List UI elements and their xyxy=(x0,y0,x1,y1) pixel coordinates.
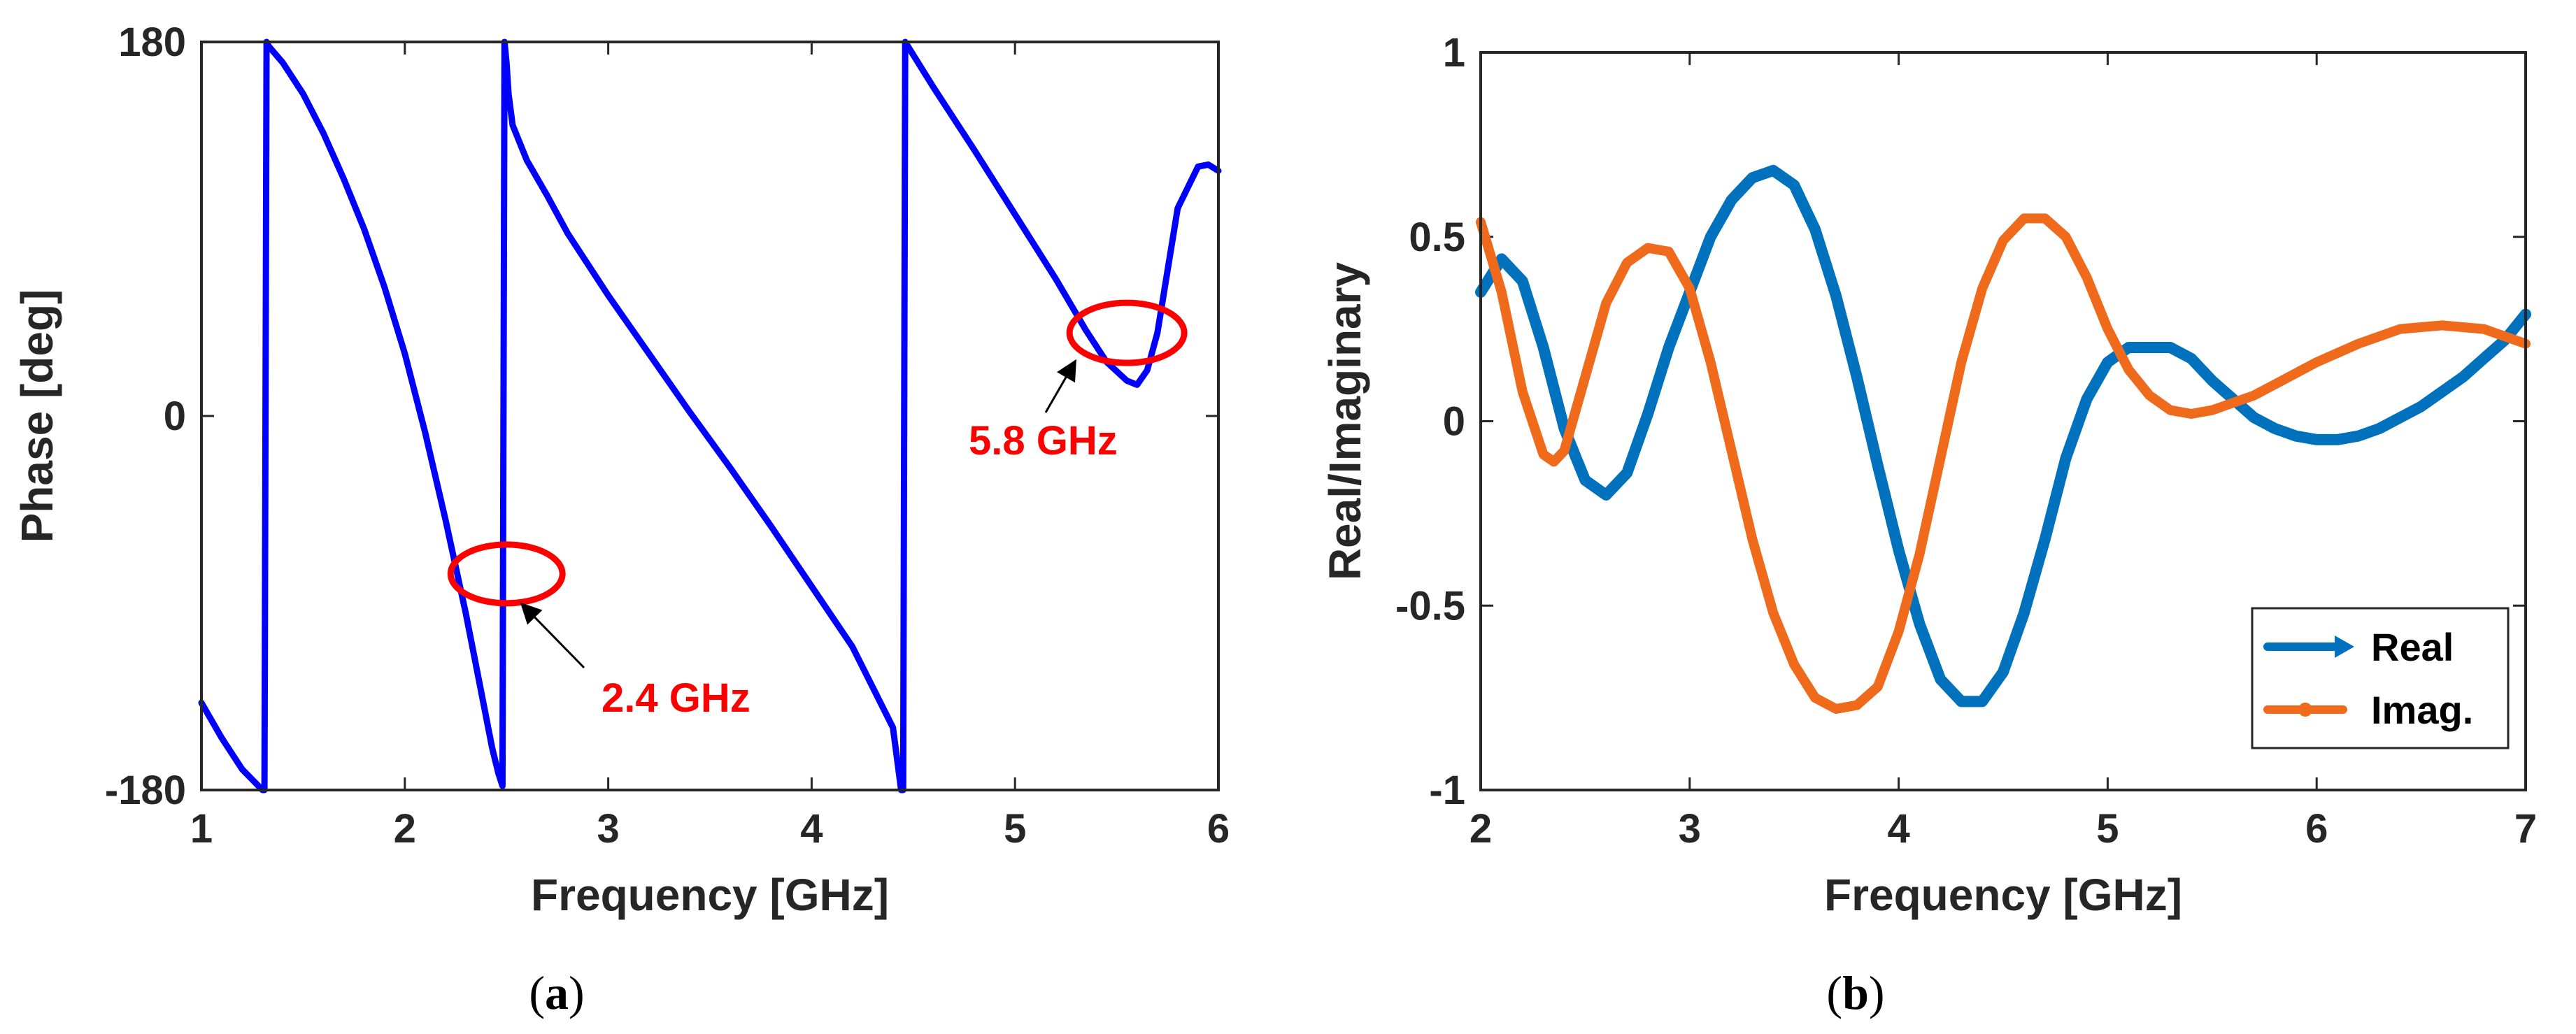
panel-b-y-axis-label: Real/Imaginary xyxy=(1320,261,1370,580)
panel-b-x-tick-label: 4 xyxy=(1887,806,1909,852)
panel-b-caption: (b) xyxy=(1826,966,1884,1019)
panel-a-x-tick-label: 1 xyxy=(190,806,213,852)
series-line-real xyxy=(1475,164,2531,708)
annotation-arrow-2-4-ghz xyxy=(520,602,585,669)
annotation-label-5-8-ghz: 5.8 GHz xyxy=(969,418,1118,464)
panel-a-x-tick-label: 4 xyxy=(800,806,823,852)
panel-a-axes-box xyxy=(200,41,1220,791)
panel-b-y-tick-label: 0 xyxy=(1443,399,1465,445)
annotation-arrow-5-8-ghz xyxy=(1044,359,1077,413)
panel-b-x-axis-label: Frequency [GHz] xyxy=(1824,870,2182,920)
panel-a-x-axis-label: Frequency [GHz] xyxy=(531,870,889,920)
panel-a-plot-area xyxy=(201,42,1218,790)
legend-label-imag: Imag. xyxy=(2371,688,2473,732)
panel-a-y-tick-label: 0 xyxy=(164,394,186,439)
panel-a-x-tick-label: 6 xyxy=(1207,806,1230,852)
legend-box xyxy=(2251,607,2510,749)
panel-b-x-tick-label: 2 xyxy=(1470,806,1492,852)
panel-a-y-tick-label: -180 xyxy=(105,768,186,813)
panel-b-caption-letter: b xyxy=(1842,966,1869,1019)
marker-ellipse-2-4-ghz xyxy=(447,541,566,607)
legend-marker-imag xyxy=(2298,703,2312,717)
panel-b-legend: Real Imag. xyxy=(2251,607,2510,749)
panel-b-y-tick-label: -1 xyxy=(1429,768,1465,813)
legend-marker-real xyxy=(2335,636,2354,658)
panel-a-caption-letter: a xyxy=(545,966,569,1019)
panel-a-x-tick-label: 3 xyxy=(597,806,619,852)
panel-b-axes-box xyxy=(1479,51,2527,791)
panel-a-phase-chart: 1 2 3 4 5 6 -180 0 180 2.4 GHz 5.8 GHz Frequency … xyxy=(12,20,1230,1019)
marker-ellipse-5-8-ghz xyxy=(1066,299,1188,366)
panel-a-y-tick-label: 180 xyxy=(118,20,186,65)
panel-b-y-tick-label: 1 xyxy=(1443,30,1465,76)
panel-a-x-tick-label: 5 xyxy=(1004,806,1026,852)
legend-label-real: Real xyxy=(2371,625,2454,669)
panel-b-real-imag-chart: 2 3 4 5 6 7 -1 -0.5 0 0.5 1 Frequency [GHz] Real/I… xyxy=(1320,30,2537,1019)
panel-b-x-tick-label: 5 xyxy=(2096,806,2119,852)
series-line-imag xyxy=(1476,213,2531,714)
annotation-label-2-4-ghz: 2.4 GHz xyxy=(602,675,750,721)
panel-b-x-tick-label: 7 xyxy=(2514,806,2537,852)
panel-b-y-tick-label: -0.5 xyxy=(1395,583,1465,629)
panel-a-x-tick-label: 2 xyxy=(394,806,416,852)
panel-b-y-tick-label: 0.5 xyxy=(1409,215,1465,260)
panel-b-x-tick-label: 3 xyxy=(1679,806,1701,852)
panel-a-y-axis-label: Phase [deg] xyxy=(12,289,62,543)
panel-b-x-tick-label: 6 xyxy=(2305,806,2328,852)
panel-a-caption: (a) xyxy=(529,966,584,1019)
